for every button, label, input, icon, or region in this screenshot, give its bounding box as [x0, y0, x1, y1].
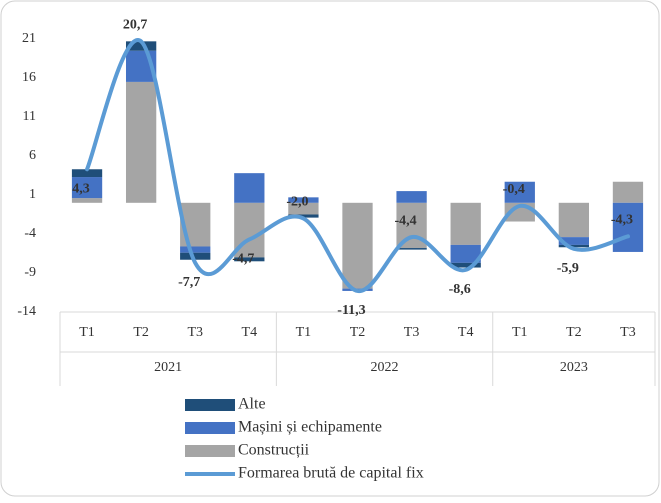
bar [71, 198, 103, 203]
bar [612, 202, 644, 252]
bar [125, 41, 157, 51]
x-tick-label: T2 [133, 325, 149, 340]
bar [396, 248, 427, 250]
bar [288, 202, 319, 215]
x-tick-label: T1 [512, 325, 528, 340]
y-tick-label: -9 [24, 265, 36, 280]
line [85, 38, 630, 293]
group-label: 2022 [371, 360, 399, 375]
bar [450, 202, 481, 245]
legend-swatch [185, 422, 235, 434]
bar [234, 257, 265, 262]
bar [504, 181, 535, 203]
x-tick-label: T1 [79, 325, 95, 340]
legend-label: Formarea brută de capital fix [238, 465, 424, 482]
legend-swatch [185, 399, 235, 411]
legend-label: Mașini și echipamente [238, 419, 382, 436]
bar [71, 169, 103, 178]
data-label: 4,3 [72, 181, 90, 196]
x-tick-label: T1 [296, 325, 312, 340]
data-label: -2,0 [286, 195, 308, 210]
bar [342, 202, 373, 289]
x-tick-label: T4 [458, 325, 474, 340]
legend-label: Construcții [238, 442, 310, 459]
bar [125, 81, 157, 203]
data-label: -7,7 [178, 275, 200, 290]
data-label: -4,4 [395, 213, 417, 228]
y-tick-label: 21 [22, 31, 36, 46]
group-label: 2023 [560, 360, 588, 375]
bar [180, 252, 211, 260]
bar [558, 202, 590, 238]
legend-swatch [185, 445, 235, 457]
group-label: 2021 [154, 360, 182, 375]
x-tick-label: T3 [620, 325, 636, 340]
x-tick-label: T3 [404, 325, 420, 340]
data-label: -8,6 [449, 282, 471, 297]
data-label: -11,3 [337, 303, 365, 318]
bar [558, 244, 590, 248]
x-tick-label: T3 [187, 325, 203, 340]
data-label: -0,4 [503, 182, 525, 197]
bar [180, 246, 211, 253]
y-tick-label: 6 [29, 148, 36, 163]
legend-label: Alte [238, 396, 266, 413]
data-label: -4,3 [611, 213, 633, 228]
bar [450, 262, 481, 268]
bar [234, 173, 265, 203]
data-label: -5,9 [557, 261, 579, 276]
y-tick-label: -14 [17, 304, 36, 319]
bar [558, 237, 590, 245]
y-tick-label: -4 [24, 226, 36, 241]
y-tick-label: 11 [23, 109, 36, 124]
bar [288, 197, 319, 203]
y-tick-label: 1 [29, 187, 36, 202]
y-tick-label: 16 [22, 70, 36, 85]
bar [288, 214, 319, 218]
x-tick-label: T4 [242, 325, 258, 340]
x-tick-label: T2 [566, 325, 582, 340]
bar [450, 244, 481, 263]
bar [71, 177, 103, 199]
data-label: -4,7 [232, 252, 254, 267]
x-tick-label: T2 [350, 325, 366, 340]
bar [396, 191, 427, 203]
data-label: 20,7 [123, 18, 148, 33]
bar [612, 181, 644, 203]
